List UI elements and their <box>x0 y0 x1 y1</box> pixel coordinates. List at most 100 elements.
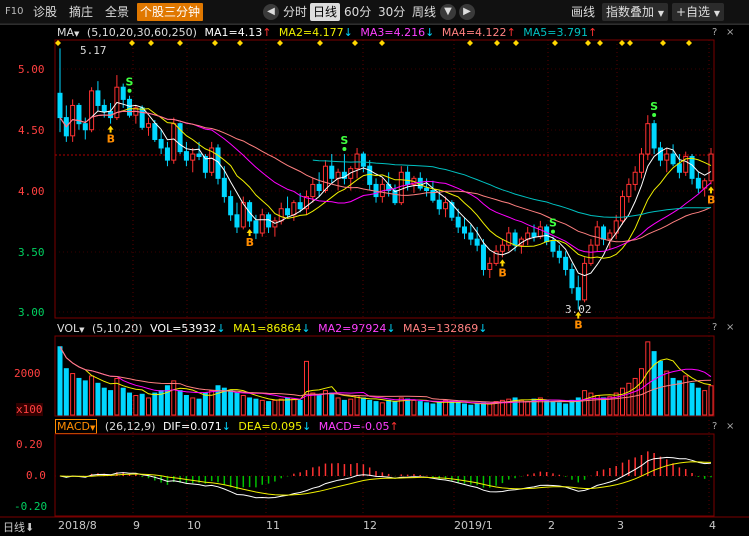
volume-bar <box>196 398 202 416</box>
volume-bar <box>89 375 95 416</box>
volume-bar <box>392 401 398 416</box>
toolbar-item-three-minute[interactable]: 个股三分钟 <box>137 3 204 21</box>
macd-dif-line <box>59 456 712 499</box>
next-icon[interactable]: ▶ <box>459 4 475 20</box>
candle-body <box>240 202 246 228</box>
volume-bar <box>664 370 670 416</box>
volume-bar <box>556 402 562 416</box>
period-daily[interactable]: 日线 <box>310 3 341 21</box>
candle-body <box>310 183 316 198</box>
volume-bar <box>171 380 177 416</box>
draw-line-button[interactable]: 画线 <box>571 5 596 19</box>
price-panel-help-icon[interactable]: ? <box>712 27 718 38</box>
macd-indicator-name[interactable]: MACD▼ <box>55 419 98 434</box>
sell-dot-icon <box>127 88 132 93</box>
macd-params: (26,12,9) <box>104 420 156 433</box>
vol-ma2-value: MA2=97924 <box>318 322 387 335</box>
volume-bar <box>449 401 455 416</box>
buy-arrow-icon <box>708 186 714 194</box>
volume-bar <box>108 390 114 416</box>
volume-bar <box>152 392 158 416</box>
volume-bar <box>487 403 493 416</box>
price-panel-close-icon[interactable]: × <box>726 27 735 38</box>
volume-panel-border <box>54 335 715 417</box>
candle-body <box>272 220 278 228</box>
vol-panel-close-icon[interactable]: × <box>726 322 735 333</box>
volume-bar <box>506 398 512 416</box>
candle-body <box>139 107 145 128</box>
candle-body <box>424 187 430 192</box>
f10-button[interactable]: F10 <box>5 6 24 17</box>
volume-bar <box>177 390 183 416</box>
vol-indicator-name[interactable]: VOL <box>57 322 80 335</box>
volume-bar <box>386 399 392 416</box>
period-30min[interactable]: 30分 <box>378 5 406 19</box>
ma2-value: MA2=4.177 <box>278 26 344 39</box>
ma-dropdown-icon[interactable]: ▼ <box>74 30 80 38</box>
volume-bar <box>266 401 272 416</box>
candle-body <box>89 90 95 131</box>
volume-bar <box>499 399 505 416</box>
candle-body <box>638 153 644 173</box>
period-60min[interactable]: 60分 <box>344 5 372 19</box>
volume-bar <box>417 401 423 416</box>
vol-panel-help-icon[interactable]: ? <box>712 322 718 333</box>
event-marker-icon <box>597 40 603 46</box>
ma3-value: MA3=4.216 <box>360 26 426 39</box>
candle-body <box>449 202 455 218</box>
toolbar-item-zhaizhuang[interactable]: 摘庄 <box>69 5 94 19</box>
candle-body <box>588 244 594 264</box>
candle-body <box>70 104 76 137</box>
ma3-arrow-icon: ↓ <box>425 26 435 39</box>
event-marker-icon <box>552 40 558 46</box>
candle-body <box>152 123 158 140</box>
add-watchlist-button[interactable]: +自选 ▼ <box>672 3 725 21</box>
sell-dot-icon <box>342 147 347 152</box>
volume-bar <box>544 399 550 416</box>
macd-dif-value: DIF=0.071 <box>162 420 222 433</box>
macd-panel-close-icon[interactable]: × <box>726 421 735 432</box>
candle-body <box>190 153 196 161</box>
macd-panel-help-icon[interactable]: ? <box>712 421 718 432</box>
ma2-arrow-icon: ↓ <box>343 26 353 39</box>
volume-bar <box>272 399 278 416</box>
candle-body <box>322 165 328 191</box>
volume-bar <box>424 402 430 416</box>
candle-body <box>354 153 360 170</box>
prev-icon[interactable]: ◀ <box>263 4 279 20</box>
candle-body <box>392 190 398 204</box>
candle-body <box>645 123 651 155</box>
candle-body <box>177 123 183 153</box>
toolbar-item-panorama[interactable]: 全景 <box>105 5 130 19</box>
period-weekly[interactable]: 周线 <box>412 5 437 19</box>
volume-bar <box>518 399 524 416</box>
index-overlay-button[interactable]: 指数叠加 ▼ <box>602 3 668 21</box>
volume-bar <box>468 404 474 416</box>
event-marker-icon <box>379 40 385 46</box>
bottom-period-selector[interactable]: 日线⬇ <box>3 519 34 535</box>
vol-dropdown-icon[interactable]: ▼ <box>79 326 85 334</box>
price-axis-label: 3.50 <box>18 246 45 259</box>
volume-bar <box>695 387 701 416</box>
candle-body <box>632 171 638 185</box>
candle-body <box>626 183 632 198</box>
sell-signal-label: S <box>126 76 134 89</box>
event-marker-icon <box>627 40 633 46</box>
period-intraday[interactable]: 分时 <box>283 5 308 19</box>
buy-arrow-icon <box>499 259 506 267</box>
volume-bar <box>638 368 644 416</box>
candle-body <box>683 155 689 173</box>
toolbar-item-diagnose[interactable]: 诊股 <box>33 5 58 19</box>
candle-body <box>291 202 297 216</box>
volume-bar <box>676 380 682 416</box>
ma-line-MA2 <box>59 108 712 259</box>
period-dropdown-icon[interactable]: ▼ <box>440 4 456 20</box>
ma-indicator-name[interactable]: MA <box>57 26 75 39</box>
candle-body <box>127 98 133 116</box>
candle-body <box>285 208 291 216</box>
candle-body <box>303 196 309 210</box>
volume-bar <box>613 392 619 416</box>
vol-legend: VOL▼ (5,10,20) VOL=53932↓ MA1=86864↓ MA2… <box>57 321 488 337</box>
macd-dea-value: DEA=0.095 <box>238 420 303 433</box>
